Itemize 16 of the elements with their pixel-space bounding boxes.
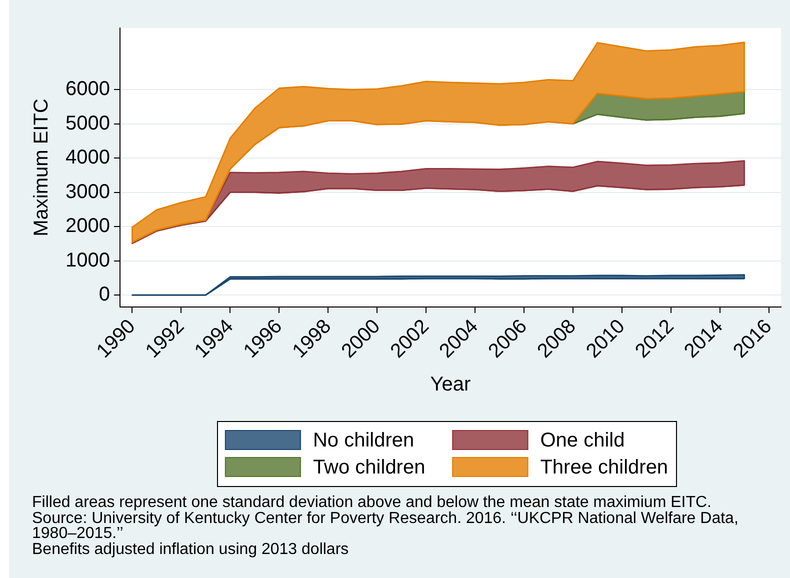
- source-note: Source: University of Kentucky Center for Poverty Research. 2016. ‘‘UKCPR National Welfare Data, 1980–2015.’’: [32, 510, 740, 542]
- legend-label: One child: [540, 430, 625, 452]
- y-tick-label: 2000: [66, 215, 110, 238]
- y-tick-label: 4000: [66, 146, 110, 169]
- text: Benefits adjusted inflation using 2013 dollars: [32, 541, 350, 558]
- legend-label: Three children: [540, 456, 668, 479]
- y-tick-label: 0: [98, 284, 110, 306]
- legend-label: No children: [312, 430, 414, 452]
- y-tick-label: 6000: [66, 78, 110, 100]
- x-axis-title: Year: [430, 374, 472, 396]
- y-axis-title: Maximum EITC: [30, 98, 53, 236]
- legend-label: Two children: [312, 456, 426, 479]
- y-tick-label: 1000: [66, 249, 110, 272]
- y-tick-label: 5000: [66, 112, 110, 134]
- text: Filled areas represent one standard deviation above and below the mean state maximium EITC.: [32, 494, 712, 511]
- y-tick-label: 3000: [66, 180, 110, 203]
